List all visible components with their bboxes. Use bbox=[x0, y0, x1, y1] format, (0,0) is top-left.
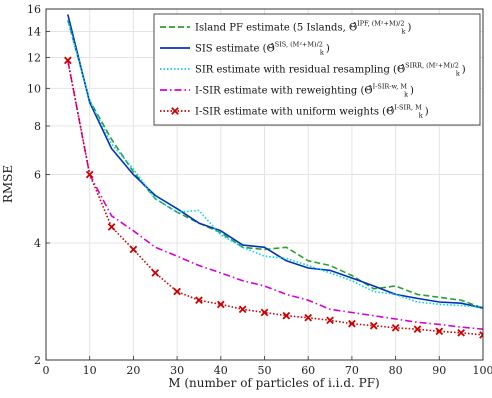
x-tick-label: 50 bbox=[258, 364, 272, 377]
legend-close-paren: ) bbox=[407, 23, 411, 34]
x-tick-label: 70 bbox=[345, 364, 359, 377]
data-point-marker bbox=[391, 323, 400, 332]
legend-entry-label: Island PF estimate (5 Islands, Θ̂IPF, (M… bbox=[195, 20, 411, 36]
x-tick-label: 20 bbox=[126, 364, 140, 377]
legend-superscript: SIRR, (M²+M)/2 bbox=[405, 62, 459, 70]
legend-superscript: IPF, (M²+M)/2 bbox=[357, 20, 404, 28]
data-point-marker bbox=[326, 316, 334, 325]
data-point-marker bbox=[304, 313, 313, 322]
legend-subscript: k bbox=[419, 112, 423, 120]
data-point-marker bbox=[479, 331, 483, 339]
legend-close-paren: ) bbox=[326, 44, 330, 55]
series-line bbox=[67, 60, 483, 330]
data-point-marker bbox=[129, 245, 138, 254]
data-point-marker bbox=[435, 327, 444, 336]
y-tick-label: 4 bbox=[34, 237, 41, 250]
legend-superscript: I-SIR, M bbox=[394, 104, 422, 112]
data-point-marker bbox=[282, 311, 291, 320]
series-group bbox=[67, 14, 483, 309]
data-point-marker bbox=[64, 56, 72, 65]
y-axis-label: RMSE bbox=[1, 165, 15, 203]
data-point-marker bbox=[85, 170, 94, 179]
legend-box bbox=[153, 13, 481, 126]
legend-close-paren: ) bbox=[410, 86, 414, 97]
x-axis-label: M (number of particles of i.i.d. PF) bbox=[168, 376, 379, 390]
legend-theta-symbol: Θ̂ bbox=[364, 86, 372, 97]
legend-subscript: k bbox=[320, 49, 324, 57]
data-point-marker bbox=[457, 328, 465, 337]
legend-main-text: Island PF estimate (5 Islands, bbox=[195, 23, 349, 34]
legend-close-paren: ) bbox=[462, 65, 466, 76]
y-tick-label: 10 bbox=[27, 82, 41, 95]
legend-subscript: k bbox=[404, 91, 408, 99]
x-tick-label: 60 bbox=[301, 364, 315, 377]
y-tick-label: 12 bbox=[27, 52, 41, 65]
legend-main-text: SIS estimate ( bbox=[195, 44, 267, 55]
series-line bbox=[67, 19, 483, 309]
legend-entry-label: SIS estimate (Θ̂SIS, (M²+M)/2 k) bbox=[195, 41, 330, 57]
legend-entry-label: SIR estimate with residual resampling (Θ… bbox=[195, 62, 466, 78]
legend-marker-sample bbox=[171, 107, 179, 115]
data-point-marker bbox=[348, 319, 356, 328]
legend-theta-symbol: Θ̂ bbox=[397, 65, 405, 76]
series-group bbox=[67, 19, 483, 308]
x-tick-label: 30 bbox=[170, 364, 184, 377]
legend-main-text: SIR estimate with residual resampling ( bbox=[195, 65, 397, 76]
legend-theta-symbol: Θ̂ bbox=[386, 107, 394, 118]
y-tick-label: 6 bbox=[34, 169, 41, 182]
data-point-marker bbox=[107, 223, 116, 231]
legend-close-paren: ) bbox=[425, 107, 429, 118]
data-point-marker bbox=[216, 300, 225, 309]
x-tick-label: 40 bbox=[214, 364, 228, 377]
y-tick-label: 8 bbox=[34, 120, 41, 133]
data-point-marker bbox=[238, 305, 247, 314]
axis-ticks: 0 10 20 30 40 50 60 70 80 90 100 2 4 6 8 10 12 14 16 bbox=[27, 3, 492, 377]
legend-entry-label: I-SIR estimate with uniform weights (Θ̂I… bbox=[195, 104, 429, 120]
series-group bbox=[67, 19, 483, 309]
series-group bbox=[64, 56, 483, 339]
legend: Island PF estimate (5 Islands, Θ̂IPF, (M… bbox=[153, 13, 481, 126]
data-point-marker bbox=[369, 321, 378, 330]
legend-theta-symbol: Θ̂ bbox=[267, 44, 275, 55]
y-tick-label: 2 bbox=[34, 354, 41, 367]
x-tick-label: 10 bbox=[83, 364, 97, 377]
legend-subscript: k bbox=[402, 28, 406, 36]
x-tick-label: 0 bbox=[43, 364, 50, 377]
data-point-marker bbox=[151, 269, 160, 277]
x-tick-label: 90 bbox=[432, 364, 446, 377]
y-tick-label: 14 bbox=[27, 26, 41, 39]
y-tick-label: 16 bbox=[27, 3, 41, 16]
series-lines bbox=[64, 14, 483, 339]
series-group bbox=[67, 60, 483, 330]
data-point-marker bbox=[195, 296, 203, 305]
data-point-marker bbox=[173, 287, 181, 296]
legend-entry-label: I-SIR estimate with reweighting (Θ̂I-SIR… bbox=[195, 83, 414, 99]
legend-superscript: SIS, (M²+M)/2 bbox=[275, 41, 323, 49]
legend-subscript: k bbox=[456, 70, 460, 78]
x-tick-label: 100 bbox=[473, 364, 492, 377]
data-point-marker bbox=[260, 308, 269, 317]
legend-main-text: I-SIR estimate with uniform weights ( bbox=[195, 107, 386, 118]
x-tick-label: 80 bbox=[389, 364, 403, 377]
series-line bbox=[67, 14, 483, 309]
legend-main-text: I-SIR estimate with reweighting ( bbox=[195, 86, 365, 97]
legend-theta-symbol: Θ̂ bbox=[349, 23, 357, 34]
series-line bbox=[67, 19, 483, 308]
data-point-marker bbox=[413, 325, 422, 334]
legend-superscript: I-SIR-w, M bbox=[373, 83, 408, 91]
